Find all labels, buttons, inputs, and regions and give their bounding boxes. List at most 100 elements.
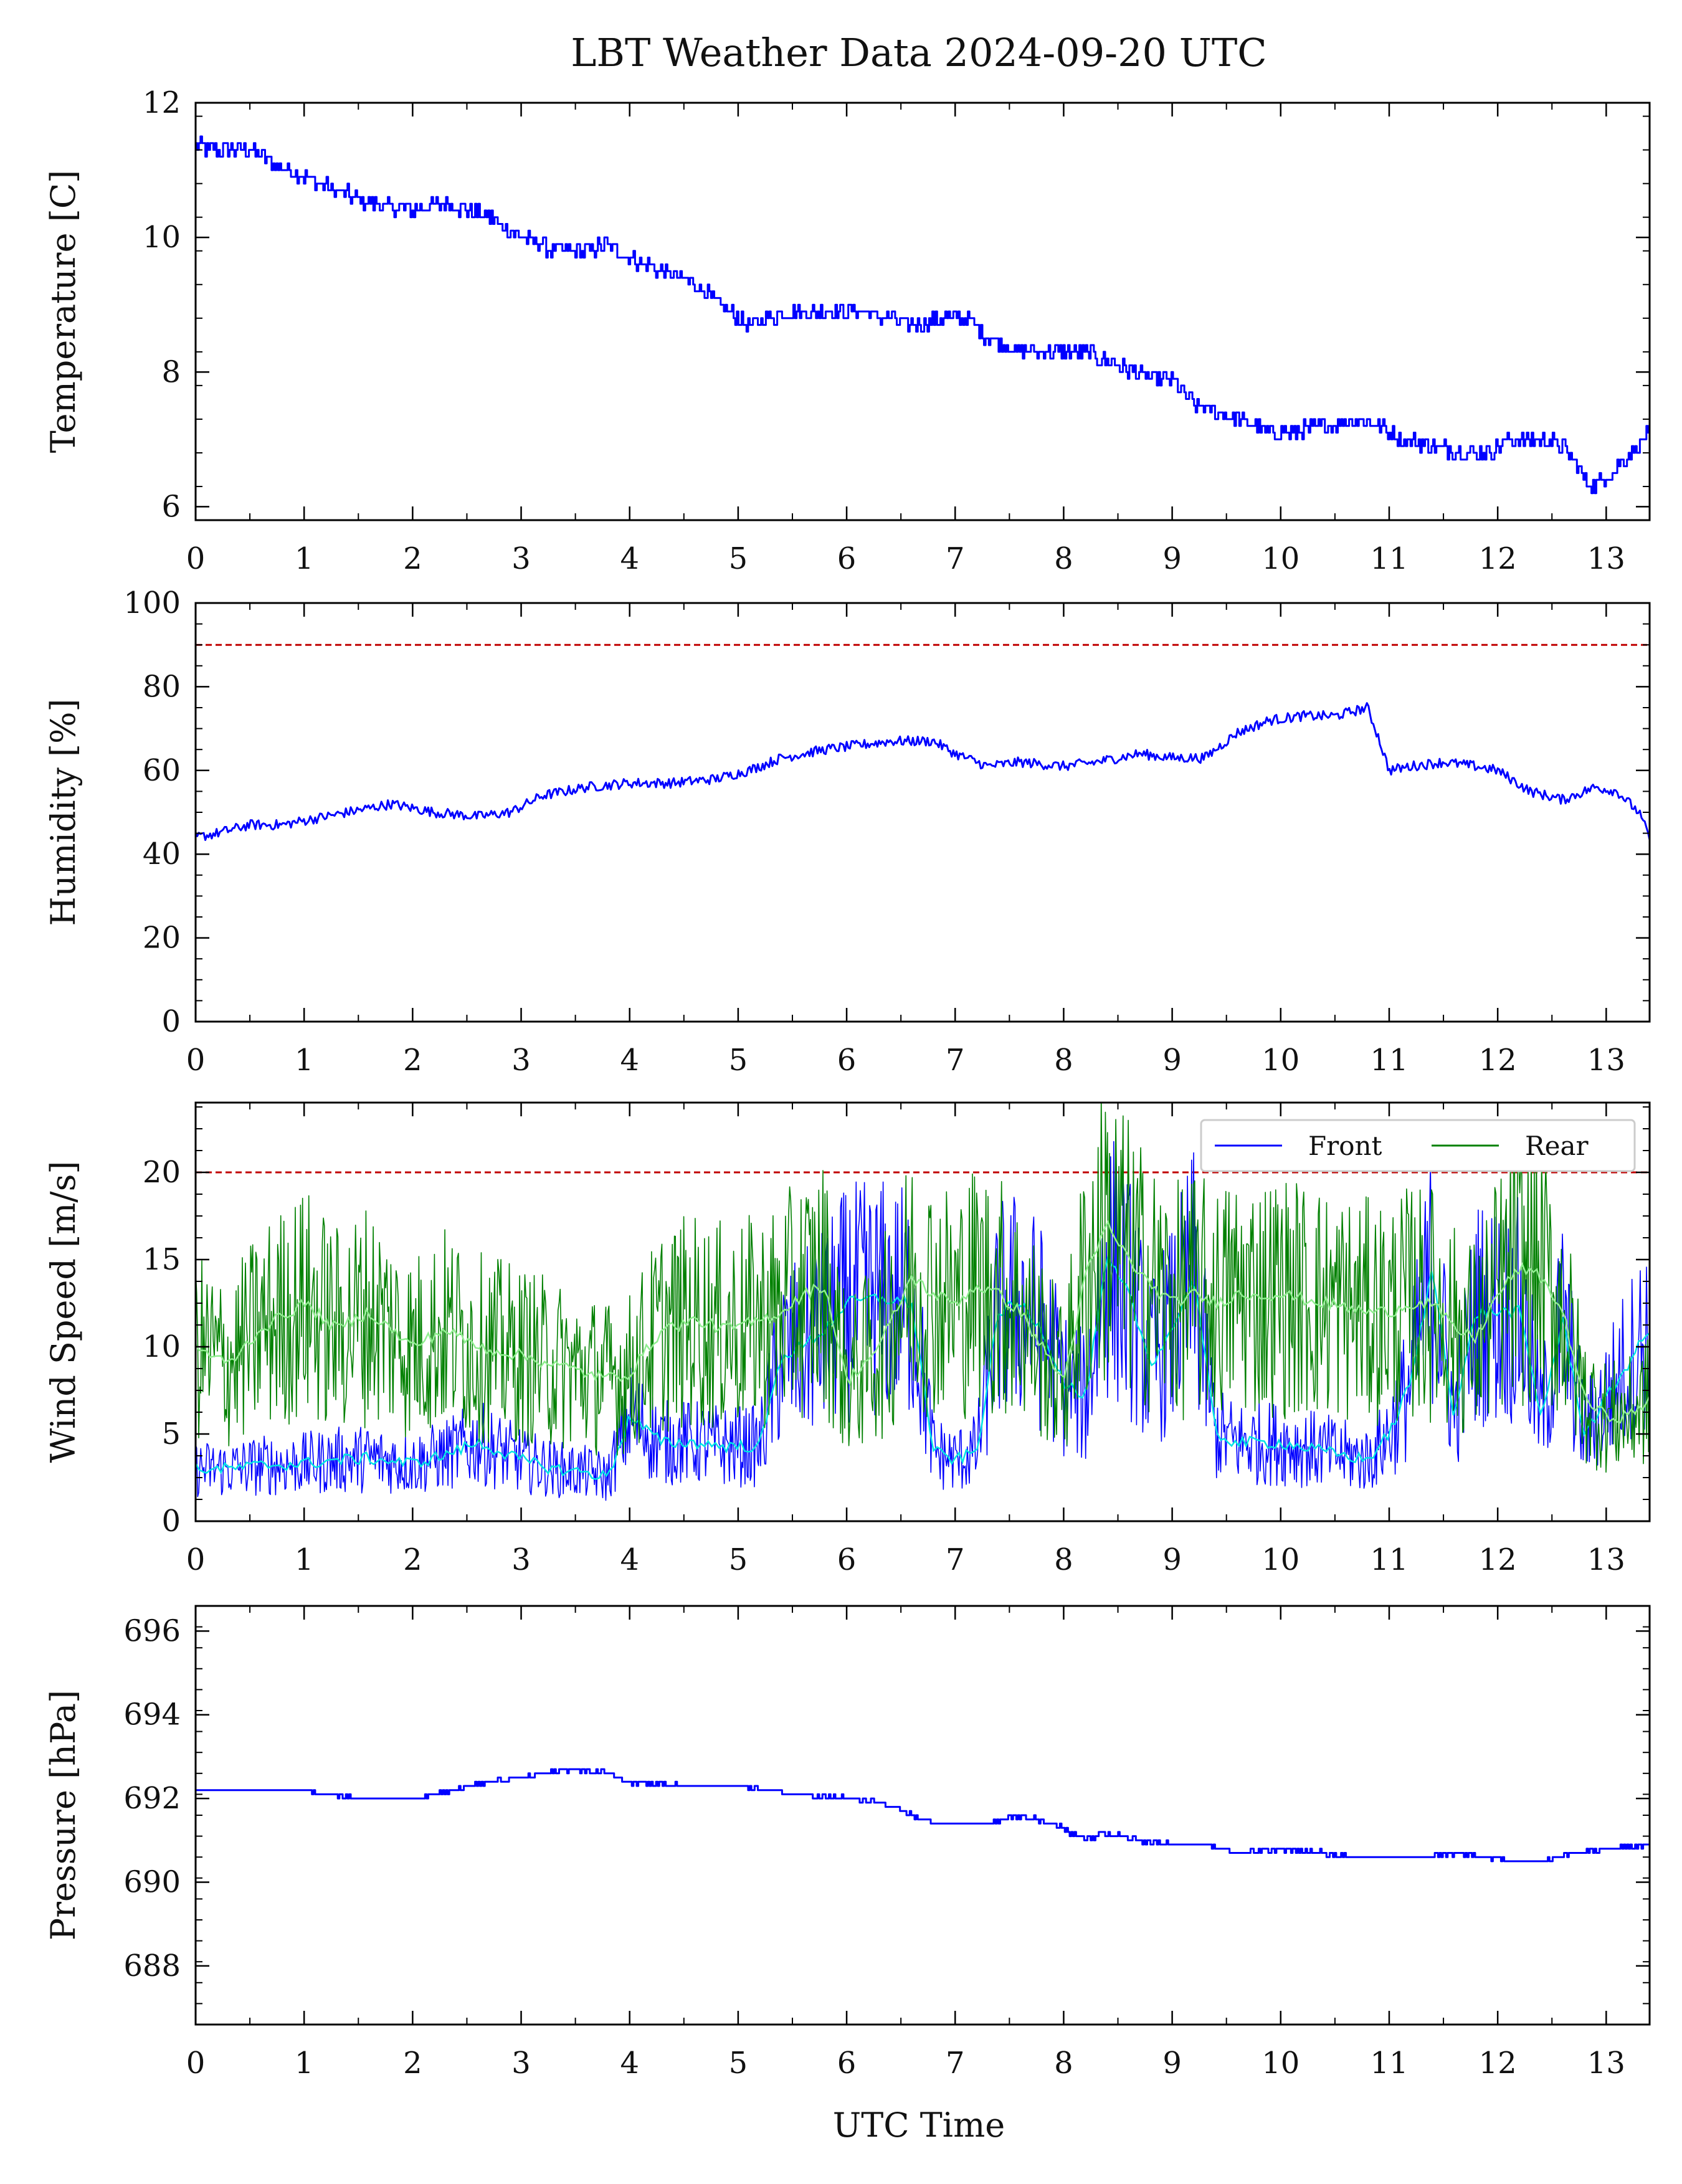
wind-speed-y-tick-label: 20 <box>143 1155 181 1190</box>
wind-speed-series-rear-smoothed-line <box>196 1220 1650 1424</box>
temperature-x-tick-label: 12 <box>1479 541 1517 576</box>
temperature-x-tick-label: 7 <box>946 541 965 576</box>
wind-speed-series-rear-line <box>196 1103 1650 1473</box>
pressure-x-tick-label: 2 <box>403 2046 422 2081</box>
humidity-y-tick-label: 80 <box>143 669 181 704</box>
temperature-x-tick-label: 1 <box>295 541 314 576</box>
temperature-x-tick-label: 8 <box>1054 541 1073 576</box>
humidity-series-main-line <box>196 702 1650 841</box>
humidity-x-tick-label: 4 <box>620 1043 639 1078</box>
pressure-panel: 0 1 2 3 4 5 6 7 8 9 10 11 12 13688690692694696Pressur… <box>44 1605 1651 2081</box>
pressure-x-tick-label: 3 <box>511 2046 531 2081</box>
wind-speed-x-tick-label: 1 <box>295 1542 314 1577</box>
pressure-x-tick-label: 6 <box>837 2046 857 2081</box>
pressure-y-tick-label: 690 <box>123 1865 181 1900</box>
figure-title: LBT Weather Data 2024-09-20 UTC <box>571 30 1266 75</box>
pressure-x-tick-label: 11 <box>1370 2046 1408 2081</box>
humidity-y-tick-label: 60 <box>143 753 181 788</box>
pressure-y-tick-label: 694 <box>123 1697 181 1732</box>
temperature-x-tick-label: 9 <box>1162 541 1182 576</box>
temperature-x-tick-label: 11 <box>1370 541 1408 576</box>
humidity-x-tick-label: 5 <box>729 1043 748 1078</box>
wind-speed-x-tick-label: 3 <box>511 1542 531 1577</box>
temperature-y-axis-label: Temperature [C] <box>44 170 83 453</box>
humidity-x-tick-label: 10 <box>1262 1043 1300 1078</box>
wind-speed-y-tick-label: 10 <box>143 1329 181 1364</box>
humidity-x-tick-label: 0 <box>186 1043 206 1078</box>
wind-speed-x-tick-label: 10 <box>1262 1542 1300 1577</box>
temperature-x-tick-label: 13 <box>1587 541 1625 576</box>
wind-speed-y-tick-label: 0 <box>161 1504 181 1539</box>
humidity-x-tick-label: 8 <box>1054 1043 1073 1078</box>
humidity-x-tick-label: 7 <box>946 1043 965 1078</box>
temperature-x-tick-label: 3 <box>511 541 531 576</box>
pressure-y-tick-label: 696 <box>123 1613 181 1648</box>
wind-speed-legend: Front Rear <box>1200 1119 1636 1172</box>
wind-speed-x-tick-label: 8 <box>1054 1542 1073 1577</box>
humidity-x-tick-label: 12 <box>1479 1043 1517 1078</box>
humidity-x-tick-label: 6 <box>837 1043 857 1078</box>
wind-speed-x-tick-label: 12 <box>1479 1542 1517 1577</box>
temperature-series-main-line <box>196 135 1650 495</box>
wind-speed-axes-frame <box>194 1101 1651 1522</box>
wind-speed-x-tick-label: 13 <box>1587 1542 1625 1577</box>
wind-speed-x-tick-label: 2 <box>403 1542 422 1577</box>
wind-speed-series-front-line <box>196 1141 1650 1501</box>
wind-speed-y-axis-label: Wind Speed [m/s] <box>44 1161 83 1463</box>
humidity-x-tick-label: 2 <box>403 1043 422 1078</box>
wind-speed-x-tick-label: 11 <box>1370 1542 1408 1577</box>
wind-speed-x-tick-label: 5 <box>729 1542 748 1577</box>
temperature-x-tick-label: 0 <box>186 541 206 576</box>
wind-speed-x-tick-label: 7 <box>946 1542 965 1577</box>
pressure-x-tick-label: 1 <box>295 2046 314 2081</box>
pressure-x-tick-label: 4 <box>620 2046 639 2081</box>
pressure-y-axis-label: Pressure [hPa] <box>44 1690 83 1940</box>
pressure-x-tick-label: 12 <box>1479 2046 1517 2081</box>
wind-speed-x-tick-label: 4 <box>620 1542 639 1577</box>
temperature-x-tick-label: 4 <box>620 541 639 576</box>
humidity-y-tick-label: 0 <box>161 1004 181 1039</box>
wind-speed-y-tick-label: 5 <box>161 1417 181 1451</box>
humidity-x-tick-label: 11 <box>1370 1043 1408 1078</box>
humidity-y-tick-label: 40 <box>143 837 181 871</box>
temperature-y-tick-label: 8 <box>161 354 181 389</box>
pressure-x-tick-label: 10 <box>1262 2046 1300 2081</box>
wind-speed-x-tick-label: 9 <box>1162 1542 1182 1577</box>
temperature-y-tick-label: 6 <box>161 489 181 524</box>
legend-front-label: Front <box>1308 1131 1382 1161</box>
wind-speed-x-tick-label: 0 <box>186 1542 206 1577</box>
humidity-x-tick-label: 3 <box>511 1043 531 1078</box>
humidity-y-tick-label: 100 <box>123 586 181 620</box>
humidity-y-axis-label: Humidity [%] <box>44 698 83 926</box>
pressure-x-tick-label: 13 <box>1587 2046 1625 2081</box>
pressure-x-tick-label: 5 <box>729 2046 748 2081</box>
pressure-x-tick-label: 0 <box>186 2046 206 2081</box>
temperature-x-tick-label: 10 <box>1262 541 1300 576</box>
pressure-x-tick-label: 8 <box>1054 2046 1073 2081</box>
pressure-x-tick-label: 7 <box>946 2046 965 2081</box>
pressure-x-tick-label: 9 <box>1162 2046 1182 2081</box>
humidity-y-tick-label: 20 <box>143 921 181 956</box>
wind-speed-legend-box <box>1200 1119 1636 1172</box>
temperature-x-tick-label: 5 <box>729 541 748 576</box>
temperature-y-tick-label: 10 <box>143 220 181 255</box>
temperature-y-tick-label: 12 <box>143 85 181 120</box>
wind-speed-x-tick-label: 6 <box>837 1542 857 1577</box>
pressure-y-tick-label: 688 <box>123 1949 181 1983</box>
legend-rear-label: Rear <box>1525 1131 1589 1161</box>
pressure-y-tick-label: 692 <box>123 1781 181 1816</box>
x-axis-label: UTC Time <box>833 2106 1005 2145</box>
humidity-x-tick-label: 1 <box>295 1043 314 1078</box>
humidity-x-tick-label: 13 <box>1587 1043 1625 1078</box>
temperature-x-tick-label: 6 <box>837 541 857 576</box>
pressure-series-main-line <box>196 1768 1650 1863</box>
wind-speed-y-tick-label: 15 <box>143 1242 181 1277</box>
temperature-x-tick-label: 2 <box>403 541 422 576</box>
temperature-axes-frame <box>194 102 1651 521</box>
